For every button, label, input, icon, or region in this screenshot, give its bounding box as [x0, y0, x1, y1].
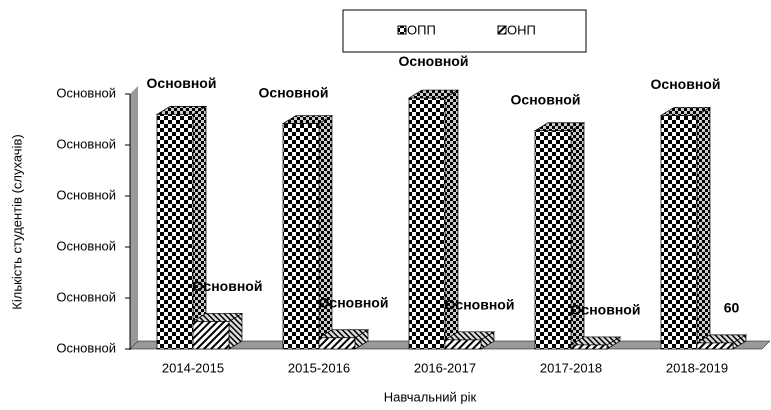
legend-swatch: [497, 25, 507, 35]
data-label: 60: [724, 300, 740, 316]
data-label: Основной: [651, 76, 721, 92]
bar: [318, 337, 356, 350]
data-label: Основной: [445, 297, 515, 313]
bar: [282, 123, 320, 350]
bar: [444, 339, 482, 350]
data-label: Основной: [511, 91, 581, 107]
data-label: Основной: [571, 302, 641, 318]
bar: [408, 97, 446, 350]
bar: [570, 344, 608, 350]
data-label: Основной: [319, 294, 389, 310]
y-tick-label: Основной: [56, 85, 116, 100]
bar-side: [696, 106, 711, 350]
y-tick-label: Основной: [56, 238, 116, 253]
data-label: Основной: [193, 278, 263, 294]
y-axis-label: Кількість студентів (слухачів): [9, 134, 24, 309]
data-label: Основной: [259, 84, 329, 100]
back-wall: [130, 86, 138, 349]
bar: [696, 342, 734, 350]
x-tick-label: 2014-2015: [162, 360, 224, 375]
bar-side: [318, 114, 333, 350]
legend-swatch: [397, 25, 407, 35]
bar: [660, 115, 698, 350]
x-tick-label: 2018-2019: [666, 360, 728, 375]
bar: [534, 130, 572, 350]
y-tick-label: Основной: [56, 136, 116, 151]
y-tick-label: Основной: [56, 289, 116, 304]
y-tick-label: Основной: [56, 187, 116, 202]
legend-label: ОНП: [507, 22, 536, 37]
bar: [192, 321, 230, 350]
x-tick-label: 2016-2017: [414, 360, 476, 375]
y-tick-label: Основной: [56, 340, 116, 355]
data-label: Основной: [399, 53, 469, 69]
bar-side: [192, 105, 207, 350]
legend-label: ОПП: [407, 22, 436, 37]
data-label: Основной: [147, 75, 217, 91]
x-tick-label: 2015-2016: [288, 360, 350, 375]
bar: [156, 114, 194, 350]
x-axis-label: Навчальний рік: [384, 389, 477, 404]
x-tick-label: 2017-2018: [540, 360, 602, 375]
legend-box: [342, 9, 587, 53]
